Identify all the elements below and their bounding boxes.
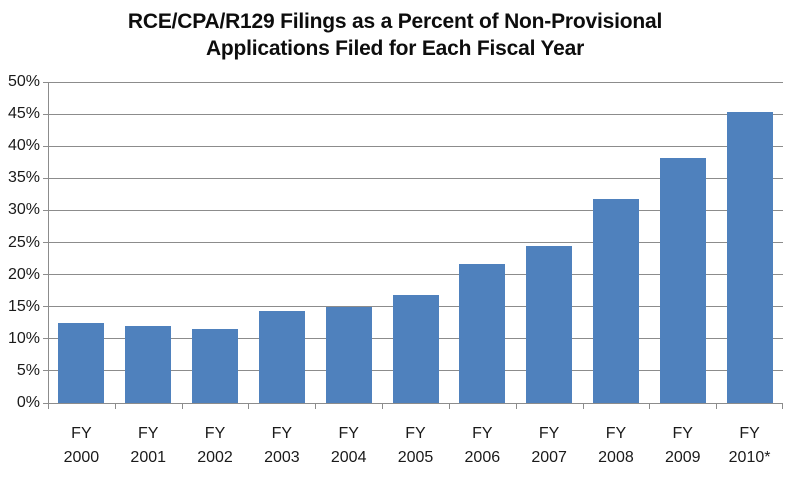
x-axis-label-line: 2010*	[728, 449, 771, 466]
x-axis-label-line: FY	[605, 425, 627, 442]
y-axis-label-10%: 10%	[7, 329, 40, 347]
gridline-50%	[48, 81, 783, 83]
x-axis-tick-0	[48, 403, 49, 409]
x-axis-tick-1	[115, 403, 116, 409]
y-axis-label-50%: 50%	[7, 73, 40, 90]
y-axis-label-40%: 40%	[7, 137, 40, 155]
bar-fy-2000	[58, 323, 105, 403]
x-axis-label-fy-2010-: FY 2010*	[716, 422, 783, 470]
y-axis-label-20%: 20%	[7, 265, 40, 283]
x-axis-label-fy-2003: FY 2003	[248, 422, 315, 470]
y-axis-label-25%: 25%	[7, 233, 40, 251]
x-axis-label-fy-2005: FY 2005	[382, 422, 449, 470]
y-axis-tick-20%	[43, 274, 48, 276]
x-axis-label-line: FY	[739, 425, 760, 442]
y-axis-label-5%: 5%	[16, 361, 40, 379]
gridline-40%	[48, 145, 783, 147]
x-axis-label-line: FY	[672, 425, 693, 442]
x-axis-label-line: FY	[137, 425, 159, 442]
bar-fy-2007	[526, 245, 573, 403]
x-axis-tick-11	[782, 403, 783, 409]
y-axis-label-35%: 35%	[7, 169, 40, 187]
x-axis-label-fy-2008: FY 2008	[583, 422, 650, 470]
bar-fy-2005	[392, 294, 439, 403]
y-axis-label-30%: 30%	[7, 201, 40, 219]
x-axis-label-fy-2009: FY 2009	[649, 422, 716, 470]
gridline-20%	[48, 274, 783, 276]
y-axis-tick-40%	[43, 145, 48, 147]
x-axis-label-line: FY	[472, 425, 493, 442]
x-axis-label-line: 2005	[397, 449, 434, 466]
x-axis-label-line: FY	[71, 425, 92, 442]
y-axis-tick-0%	[43, 402, 48, 404]
x-axis-label-line: FY	[405, 425, 426, 442]
x-axis-label-line: FY	[204, 425, 226, 442]
y-axis-tick-30%	[43, 209, 48, 211]
x-axis-label-fy-2000: FY 2000	[48, 422, 115, 470]
gridline-30%	[48, 209, 783, 211]
x-axis-label-line: 2002	[197, 449, 233, 466]
x-axis-label-line: 2004	[330, 449, 367, 466]
y-axis-tick-10%	[43, 338, 48, 340]
y-axis-label-45%: 45%	[7, 105, 40, 123]
x-axis-label-line: 2009	[664, 449, 701, 466]
chart-title-line-2: Applications Filed for Each Fiscal Year	[205, 37, 585, 60]
x-axis-label-line: 2007	[531, 449, 567, 466]
x-axis-label-fy-2001: FY 2001	[115, 422, 182, 470]
x-axis-tick-3	[248, 403, 249, 409]
y-axis-label-0%: 0%	[16, 394, 40, 411]
x-axis-tick-2	[182, 403, 183, 409]
x-axis-tick-6	[449, 403, 450, 409]
x-axis-label-line: FY	[538, 425, 560, 442]
x-axis-label-line: 2006	[464, 449, 501, 466]
x-axis-tick-8	[583, 403, 584, 409]
y-axis-line	[48, 82, 49, 403]
bar-fy-2002	[192, 328, 239, 403]
y-axis-tick-5%	[43, 370, 48, 372]
x-axis-label-fy-2002: FY 2002	[182, 422, 249, 470]
bar-fy-2006	[459, 263, 506, 403]
y-axis-tick-15%	[43, 306, 48, 308]
x-axis-label-line: 2003	[264, 449, 300, 466]
y-axis-tick-50%	[43, 81, 48, 83]
y-axis-label-15%: 15%	[7, 297, 40, 315]
bar-fy-2009	[659, 157, 706, 403]
plot-area: 0% 5% 10% 15% 20% 25% 30% 35% 40% 45% 50% FY 2000 FY 2…	[8, 73, 783, 466]
x-axis-tick-7	[516, 403, 517, 409]
gridline-25%	[48, 242, 783, 243]
x-axis-label-line: 2000	[63, 449, 100, 466]
bar-fy-2010-	[726, 112, 773, 403]
bar-fy-2003	[258, 310, 305, 403]
x-axis-label-line: 2008	[598, 449, 634, 466]
x-axis-tick-4	[315, 403, 316, 409]
x-axis-label-fy-2007: FY 2007	[516, 422, 583, 470]
y-axis-tick-35%	[43, 177, 48, 179]
y-axis-tick-25%	[43, 242, 48, 243]
chart-title: RCE/CPA/R129 Filings as a Percent of Non…	[0, 8, 790, 62]
x-axis-label-fy-2006: FY 2006	[449, 422, 516, 470]
x-axis-tick-5	[382, 403, 383, 409]
gridline-45%	[48, 113, 783, 115]
x-axis-line	[48, 403, 783, 404]
x-axis-tick-9	[649, 403, 650, 409]
x-axis-label-line: FY	[271, 425, 293, 442]
gridline-35%	[48, 177, 783, 179]
y-axis-tick-45%	[43, 113, 48, 115]
bar-fy-2008	[592, 198, 639, 403]
x-axis-label-line: 2001	[130, 449, 167, 466]
bar-fy-2001	[125, 325, 172, 403]
chart-title-line-1: RCE/CPA/R129 Filings as a Percent of Non…	[127, 10, 663, 33]
bar-fy-2004	[325, 306, 372, 403]
x-axis-label-line: FY	[338, 425, 359, 442]
x-axis-tick-10	[716, 403, 717, 409]
x-axis-label-fy-2004: FY 2004	[315, 422, 382, 470]
